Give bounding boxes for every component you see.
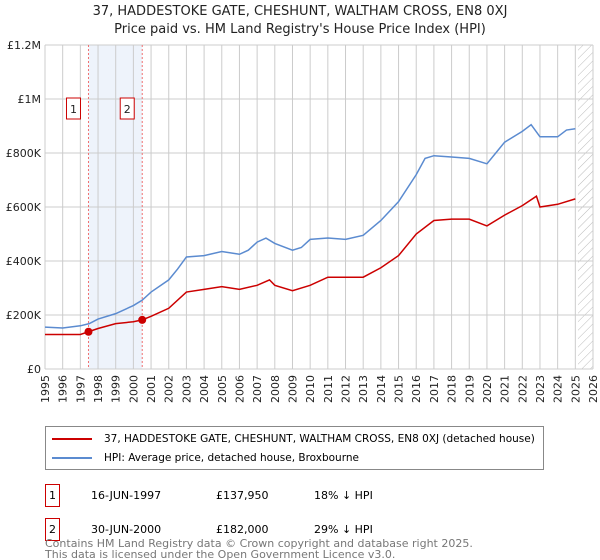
x-tick-label: 2008 (269, 375, 282, 403)
sale-marker (138, 315, 147, 324)
sale-row: 2 30-JUN-2000 £182,000 29% ↓ HPI (45, 518, 373, 541)
sale-price: £137,950 (216, 489, 269, 502)
footer-licence: This data is licensed under the Open Gov… (45, 548, 396, 560)
x-tick-label: 2004 (198, 375, 211, 403)
x-tick-label: 2021 (499, 375, 512, 403)
sale-label-box (65, 97, 81, 120)
x-tick-label: 1997 (74, 375, 87, 403)
x-tick-label: 2024 (552, 375, 565, 403)
x-tick-label: 2026 (587, 375, 600, 403)
x-tick-label: 1995 (39, 375, 52, 403)
x-tick-label: 2006 (233, 375, 246, 403)
x-tick-label: 2011 (322, 375, 335, 403)
x-tick-label: 2025 (569, 375, 582, 403)
x-tick-label: 2020 (481, 375, 494, 403)
legend-label: HPI: Average price, detached house, Brox… (104, 452, 359, 464)
legend-swatch (52, 457, 92, 459)
x-tick-label: 2010 (304, 375, 317, 403)
y-tick-label: £0 (27, 363, 41, 376)
x-tick-label: 2000 (127, 375, 140, 403)
x-tick-label: 2007 (251, 375, 264, 403)
series-line (45, 195, 576, 336)
x-tick-label: 2017 (428, 375, 441, 403)
sale-label: 2 (124, 103, 131, 116)
x-tick-label: 1998 (92, 375, 105, 403)
x-tick-label: 2001 (145, 375, 158, 403)
sale-row: 1 16-JUN-1997 £137,950 18% ↓ HPI (45, 484, 373, 507)
footer-copyright: Contains HM Land Registry data © Crown c… (45, 537, 473, 550)
sale-label: 1 (70, 103, 77, 116)
x-tick-label: 2002 (163, 375, 176, 403)
x-tick-label: 2016 (410, 375, 423, 403)
chart-subtitle: Price paid vs. HM Land Registry's House … (114, 22, 486, 37)
y-tick-label: £1M (18, 93, 42, 106)
sale-hpi-diff: 29% ↓ HPI (314, 523, 373, 536)
sale-hpi-diff: 18% ↓ HPI (314, 489, 373, 502)
x-tick-label: 2022 (516, 375, 529, 403)
sale-price: £182,000 (216, 523, 269, 536)
sale-date: 16-JUN-1997 (91, 489, 162, 502)
x-tick-label: 2012 (340, 375, 353, 403)
x-tick-label: 2009 (286, 375, 299, 403)
legend: 37, HADDESTOKE GATE, CHESHUNT, WALTHAM C… (45, 426, 544, 470)
x-tick-label: 1999 (110, 375, 123, 403)
legend-item-hpi: HPI: Average price, detached house, Brox… (52, 452, 359, 464)
y-tick-label: £600K (6, 201, 42, 214)
x-tick-label: 2005 (216, 375, 229, 403)
sale-date: 30-JUN-2000 (91, 523, 162, 536)
y-tick-label: £800K (6, 147, 42, 160)
sale-badge: 2 (45, 518, 60, 541)
x-tick-label: 2023 (534, 375, 547, 403)
x-tick-label: 2014 (375, 375, 388, 403)
y-tick-label: £200K (6, 309, 42, 322)
x-tick-label: 2018 (446, 375, 459, 403)
y-tick-label: £1.2M (7, 39, 41, 52)
sale-badge: 1 (45, 484, 60, 507)
x-tick-label: 2013 (357, 375, 370, 403)
legend-swatch (52, 438, 92, 440)
sale-label-box (119, 97, 135, 120)
legend-item-property: 37, HADDESTOKE GATE, CHESHUNT, WALTHAM C… (52, 433, 535, 445)
series-line (44, 123, 576, 329)
sale-marker (84, 327, 93, 336)
y-tick-label: £400K (6, 255, 42, 268)
x-tick-label: 2015 (393, 375, 406, 403)
x-tick-label: 2003 (180, 375, 193, 403)
x-tick-label: 2019 (463, 375, 476, 403)
chart-title: 37, HADDESTOKE GATE, CHESHUNT, WALTHAM C… (92, 4, 508, 19)
price-chart: 1995 1996 1997 1998 1999 2000 2001 2002 2003 2004… (6, 39, 600, 403)
legend-label: 37, HADDESTOKE GATE, CHESHUNT, WALTHAM C… (104, 433, 535, 445)
x-tick-label: 1996 (57, 375, 70, 403)
